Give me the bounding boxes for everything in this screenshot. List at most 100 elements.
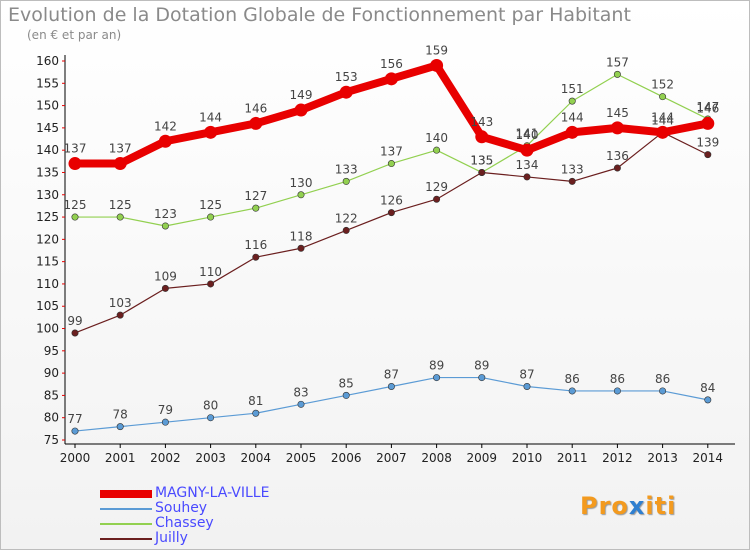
data-label: 147 (696, 100, 719, 114)
x-tick-label: 2000 (60, 451, 91, 465)
data-point (565, 125, 579, 139)
data-label: 144 (651, 110, 674, 124)
x-tick-label: 2003 (195, 451, 226, 465)
y-tick-label: 90 (44, 366, 59, 380)
data-label: 125 (109, 198, 132, 212)
x-tick-label: 2002 (150, 451, 181, 465)
data-label: 109 (154, 269, 177, 283)
data-point (430, 58, 444, 72)
data-point (387, 160, 395, 168)
data-label: 144 (651, 113, 674, 127)
data-point (342, 177, 350, 185)
data-point (701, 116, 715, 130)
data-point (387, 209, 395, 217)
data-point (71, 213, 79, 221)
data-point (523, 382, 531, 390)
data-label: 110 (199, 265, 222, 279)
data-label: 139 (696, 136, 719, 150)
y-tick-label: 135 (36, 165, 59, 179)
data-point (568, 97, 576, 105)
x-tick-label: 2013 (647, 451, 678, 465)
data-point (252, 409, 260, 417)
data-point (249, 116, 263, 130)
data-label: 142 (154, 119, 177, 133)
data-label: 86 (610, 372, 625, 386)
data-label: 126 (380, 194, 403, 208)
data-label: 140 (425, 131, 448, 145)
y-tick-label: 105 (36, 299, 59, 313)
data-label: 146 (696, 101, 719, 115)
data-label: 133 (335, 162, 358, 176)
x-tick-label: 2008 (421, 451, 452, 465)
y-tick-label: 110 (36, 277, 59, 291)
legend-item: MAGNY-LA-VILLE (100, 486, 269, 501)
data-label: 123 (154, 207, 177, 221)
data-label: 122 (335, 211, 358, 225)
data-point (71, 329, 79, 337)
logo-text-end: iti (645, 492, 677, 520)
data-label: 103 (109, 296, 132, 310)
legend-swatch (100, 489, 152, 498)
legend-item: Souhey (100, 501, 269, 516)
legend-swatch (100, 522, 152, 525)
data-label: 153 (335, 70, 358, 84)
y-tick-label: 145 (36, 121, 59, 135)
legend-label: Juilly (155, 530, 188, 546)
data-point (704, 151, 712, 159)
y-tick-label: 130 (36, 188, 59, 202)
data-point (207, 213, 215, 221)
data-point (158, 134, 172, 148)
chart-title: Evolution de la Dotation Globale de Fonc… (8, 4, 631, 26)
data-label: 116 (244, 238, 267, 252)
data-label: 89 (474, 359, 489, 373)
data-label: 144 (199, 110, 222, 124)
y-tick-label: 95 (44, 344, 59, 358)
chart-subtitle: (en € et par an) (27, 28, 122, 42)
data-label: 157 (606, 55, 629, 69)
data-point (161, 284, 169, 292)
data-point (433, 374, 441, 382)
legend-label: MAGNY-LA-VILLE (155, 485, 270, 501)
data-point (161, 222, 169, 230)
data-point (297, 244, 305, 252)
data-label: 144 (561, 110, 584, 124)
data-label: 87 (519, 367, 534, 381)
data-label: 143 (470, 115, 493, 129)
data-point (433, 195, 441, 203)
data-point (252, 204, 260, 212)
data-point (113, 157, 127, 171)
chart-legend: MAGNY-LA-VILLE Souhey Chassey Juilly (100, 486, 269, 546)
legend-label: Souhey (155, 500, 208, 516)
data-point (523, 173, 531, 181)
data-label: 89 (429, 359, 444, 373)
data-point (613, 387, 621, 395)
data-point (339, 85, 353, 99)
data-point (116, 311, 124, 319)
data-label: 152 (651, 78, 674, 92)
data-point (207, 280, 215, 288)
y-tick-label: 100 (36, 322, 59, 336)
data-point (116, 423, 124, 431)
x-tick-label: 2009 (467, 451, 498, 465)
data-point (520, 143, 534, 157)
data-label: 134 (516, 158, 539, 172)
data-point (478, 168, 486, 176)
data-point (116, 213, 124, 221)
x-tick-label: 2001 (105, 451, 136, 465)
data-point (342, 391, 350, 399)
data-label: 146 (244, 101, 267, 115)
data-point (568, 177, 576, 185)
data-point (297, 400, 305, 408)
data-label: 135 (470, 153, 493, 167)
legend-swatch (100, 507, 152, 510)
data-label: 137 (380, 145, 403, 159)
data-label: 145 (606, 106, 629, 120)
x-tick-label: 2011 (557, 451, 588, 465)
data-label: 127 (244, 189, 267, 203)
y-tick-label: 155 (36, 76, 59, 90)
legend-item: Juilly (100, 531, 269, 546)
data-point (433, 146, 441, 154)
data-label: 84 (700, 381, 715, 395)
